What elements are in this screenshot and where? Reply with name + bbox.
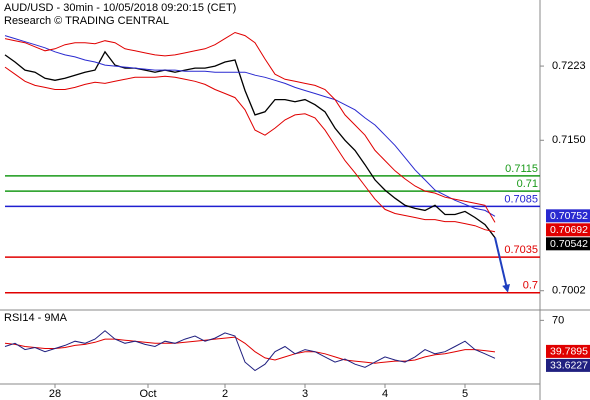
series-line	[4, 31, 496, 223]
level-label: 0.7115	[505, 163, 538, 175]
value-box	[546, 209, 590, 223]
series-line	[4, 50, 496, 239]
value-box	[546, 358, 590, 372]
x-tick-label: 4	[382, 388, 388, 400]
y-tick-label: 0.7150	[552, 134, 586, 146]
series-line	[4, 66, 496, 233]
x-tick-label: 28	[49, 388, 61, 400]
value-box	[546, 237, 590, 251]
level-label: 0.7	[523, 280, 538, 292]
panel-title: RSI14 - 9MA	[4, 312, 68, 324]
chart-title: AUD/USD - 30min - 10/05/2018 09:20:15 (C…	[4, 2, 236, 14]
y-tick-label: 0.7002	[552, 285, 586, 297]
chart-subtitle: Research © TRADING CENTRAL	[4, 15, 169, 27]
level-label: 0.71	[517, 178, 538, 190]
series-line	[4, 330, 496, 372]
value-box-label: 0.70692	[550, 224, 588, 236]
value-box-label: 0.70752	[550, 210, 588, 222]
value-box-label: 33.6227	[550, 360, 588, 372]
x-tick-label: 3	[302, 388, 308, 400]
level-label: 0.7035	[504, 244, 538, 256]
projection-arrow	[494, 237, 510, 293]
series-line	[4, 35, 496, 217]
level-label: 0.7085	[504, 193, 538, 205]
value-box-label: 39.7895	[550, 346, 588, 358]
value-box	[546, 223, 590, 237]
y-tick-label: 0.7223	[552, 60, 586, 72]
value-box-label: 0.70542	[550, 238, 588, 250]
series-line	[4, 336, 496, 364]
x-tick-label: 2	[222, 388, 228, 400]
x-tick-label: Oct	[139, 388, 156, 400]
y-tick-label: 70	[552, 314, 564, 326]
value-box	[546, 344, 590, 358]
x-tick-label: 5	[462, 388, 468, 400]
